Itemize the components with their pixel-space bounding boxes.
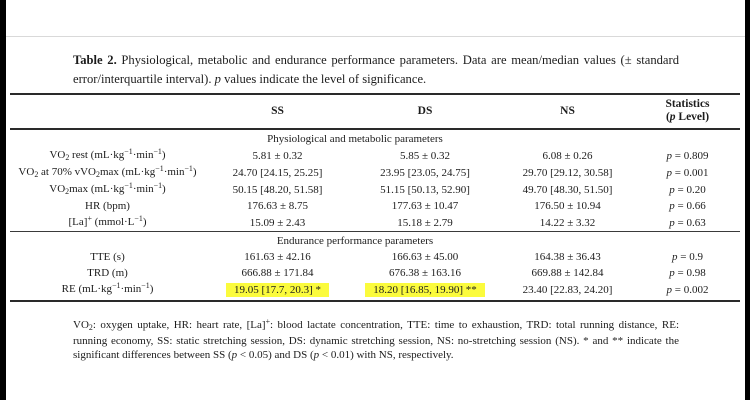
cell-p-value: p = 0.9 xyxy=(672,251,703,263)
cell-ss: 666.88 ± 171.84 xyxy=(241,267,314,279)
cell-ds: 166.63 ± 45.00 xyxy=(391,251,459,263)
row-label: [La]+ (mmol·L−1) xyxy=(10,214,205,232)
cell-ns: 176.50 ± 10.94 xyxy=(534,200,601,212)
page-divider-line xyxy=(6,36,745,37)
cell-ds: 51.15 [50.13, 52.90] xyxy=(380,183,470,196)
section-title: Endurance performance parameters xyxy=(276,235,434,247)
cell-ds: 676.38 ± 163.16 xyxy=(388,267,462,279)
cell-ns: 23.40 [22.83, 24.20] xyxy=(500,281,635,302)
page-edge-right xyxy=(745,0,750,400)
table-row-tte: TTE (s) 161.63 ± 42.16 166.63 ± 45.00 16… xyxy=(10,249,740,265)
cell-ss: 5.81 ± 0.32 xyxy=(252,149,303,162)
table-caption-text: Physiological, metabolic and endurance p… xyxy=(73,53,679,86)
cell-ss: 24.70 [24.15, 25.25] xyxy=(232,166,323,179)
table-row-hr: HR (bpm) 176.63 ± 8.75 177.63 ± 10.47 17… xyxy=(10,198,740,214)
section-header-endurance: Endurance performance parameters xyxy=(10,232,740,250)
cell-ss: 50.15 [48.20, 51.58] xyxy=(232,183,323,196)
row-label: VO2 at 70% vVO2max (mL·kg−1·min−1) xyxy=(18,164,197,179)
row-label: HR (bpm) xyxy=(85,200,130,212)
cell-p-value: p = 0.20 xyxy=(669,183,706,196)
cell-ss: 176.63 ± 8.75 xyxy=(246,200,309,212)
cell-ds-highlighted: 18.20 [16.85, 19.90] ** xyxy=(350,281,500,302)
section-title: Physiological and metabolic parameters xyxy=(267,133,443,145)
cell-ns: 14.22 ± 3.32 xyxy=(500,214,635,232)
cell-ss-highlighted: 19.05 [17.7, 20.3] * xyxy=(205,281,350,302)
row-label: RE (mL·kg−1·min−1) xyxy=(10,281,205,302)
results-table: SS DS NS Statistics (p Level) Physiologi… xyxy=(10,93,740,302)
table-row-vo2-70: VO2 at 70% vVO2max (mL·kg−1·min−1) 24.70… xyxy=(10,164,740,181)
table-caption-label: Table 2. xyxy=(73,53,117,67)
cell-ns: 49.70 [48.30, 51.50] xyxy=(522,183,613,196)
row-label: VO2max (mL·kg−1·min−1) xyxy=(49,181,166,196)
cell-ds: 177.63 ± 10.47 xyxy=(391,200,459,212)
cell-p-value: p = 0.002 xyxy=(635,281,740,302)
cell-p-value: p = 0.001 xyxy=(666,166,709,179)
column-header-parameter xyxy=(10,94,205,130)
table-header-row: SS DS NS Statistics (p Level) xyxy=(10,94,740,130)
table-row-re: RE (mL·kg−1·min−1) 19.05 [17.7, 20.3] * … xyxy=(10,281,740,302)
column-header-statistics: Statistics (p Level) xyxy=(635,94,740,130)
column-header-ss: SS xyxy=(205,94,350,130)
row-label: VO2 rest (mL·kg−1·min−1) xyxy=(49,147,166,162)
cell-ns: 29.70 [29.12, 30.58] xyxy=(522,166,613,179)
table-footnote: VO2: oxygen uptake, HR: heart rate, [La]… xyxy=(73,317,679,361)
table-row-lactate: [La]+ (mmol·L−1) 15.09 ± 2.43 15.18 ± 2.… xyxy=(10,214,740,232)
cell-ns: 6.08 ± 0.26 xyxy=(542,149,593,162)
cell-ds: 23.95 [23.05, 24.75] xyxy=(380,166,470,179)
cell-ns: 164.38 ± 36.43 xyxy=(534,251,601,263)
column-header-ns: NS xyxy=(500,94,635,130)
cell-ds: 15.18 ± 2.79 xyxy=(350,214,500,232)
cell-ns: 669.88 ± 142.84 xyxy=(531,267,604,279)
cell-p-value: p = 0.809 xyxy=(666,149,709,162)
section-header-physiological: Physiological and metabolic parameters xyxy=(10,129,740,147)
cell-ss: 161.63 ± 42.16 xyxy=(244,251,311,263)
row-label: TTE (s) xyxy=(90,251,125,263)
cell-ss: 15.09 ± 2.43 xyxy=(205,214,350,232)
cell-p-value: p = 0.98 xyxy=(669,267,706,279)
row-label: TRD (m) xyxy=(87,267,128,279)
table-row-vo2max: VO2max (mL·kg−1·min−1) 50.15 [48.20, 51.… xyxy=(10,181,740,198)
cell-p-value: p = 0.66 xyxy=(669,200,706,212)
statistics-header-line2: (p Level) xyxy=(665,111,710,123)
highlighted-value-ds: 18.20 [16.85, 19.90] ** xyxy=(365,282,485,297)
cell-ds: 5.85 ± 0.32 xyxy=(399,149,451,162)
highlighted-value-ss: 19.05 [17.7, 20.3] * xyxy=(225,282,330,297)
table-row-vo2-rest: VO2 rest (mL·kg−1·min−1) 5.81 ± 0.32 5.8… xyxy=(10,147,740,164)
page-edge-left xyxy=(0,0,6,400)
column-header-ds: DS xyxy=(350,94,500,130)
table-caption: Table 2. Physiological, metabolic and en… xyxy=(73,51,679,89)
statistics-header-line1: Statistics xyxy=(665,98,710,110)
cell-p-value: p = 0.63 xyxy=(635,214,740,232)
table-row-trd: TRD (m) 666.88 ± 171.84 676.38 ± 163.16 … xyxy=(10,265,740,281)
